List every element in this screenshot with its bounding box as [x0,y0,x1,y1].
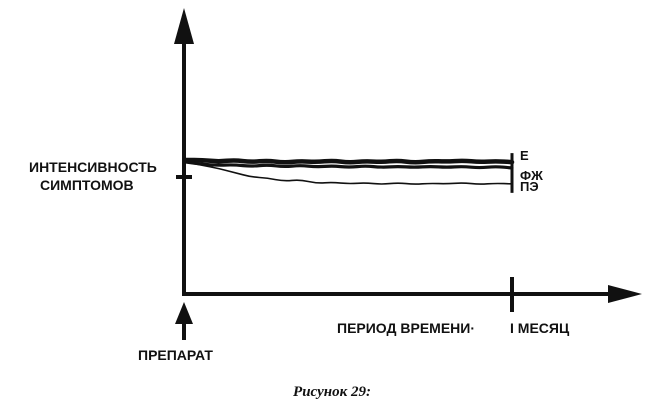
series-layer [183,157,515,185]
axes [174,8,642,340]
x-axis-arrow [608,285,642,303]
figure-caption: Рисунок 29: [293,384,371,400]
x-end-label: I МЕСЯЦ [510,320,570,336]
series-label-2: ФЖ [520,168,543,183]
series-label-3: ПЭ [520,179,539,194]
series-label-1: Е [520,148,529,163]
x-axis-label: ПЕРИОД ВРЕМЕНИ· [337,320,475,336]
y-axis-arrow [174,8,194,44]
x-start-label: ПРЕПАРАТ [138,347,213,363]
series-line-3 [185,161,513,185]
series-line-2 [184,160,514,170]
y-axis-label-line1: ИНТЕНСИВНОСТЬ [29,159,157,175]
y-axis-label-line2: СИМПТОМОВ [40,177,134,193]
series-line-1 [183,157,515,165]
start-marker-arrow [175,302,193,324]
